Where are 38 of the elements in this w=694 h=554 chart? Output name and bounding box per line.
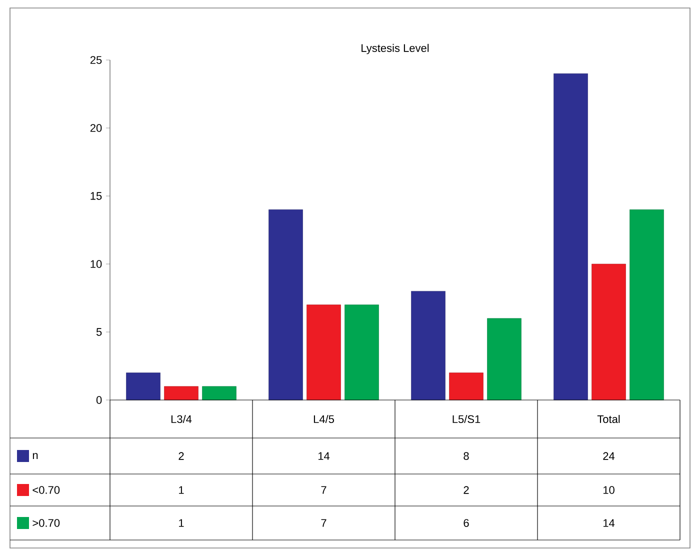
data-label: 10 (603, 486, 614, 494)
data-label: 2 (178, 452, 184, 460)
data-label: 24 (603, 452, 615, 460)
y-tick-label: 20 (90, 124, 102, 132)
legend-label: n (32, 453, 38, 459)
bar (592, 264, 626, 400)
bar (202, 386, 236, 400)
bar (268, 209, 303, 400)
data-label: 1 (179, 486, 184, 494)
y-tick-label: 5 (96, 328, 102, 336)
chart-title: Lystesis Level (362, 44, 429, 54)
y-tick-label: 25 (90, 56, 102, 64)
legend-label: <0.70 (32, 486, 60, 494)
legend-label: >0.70 (32, 519, 60, 527)
data-label: 6 (464, 519, 469, 527)
data-label: 7 (321, 486, 326, 494)
bar (630, 209, 664, 400)
y-tick-label: 0 (96, 396, 102, 404)
bar (126, 372, 160, 400)
data-label: 14 (603, 519, 615, 527)
bar (487, 318, 522, 400)
bar (411, 291, 446, 400)
bar (164, 386, 198, 400)
y-tick-label: 15 (90, 192, 102, 200)
data-label: 8 (464, 452, 469, 460)
data-label: 1 (179, 519, 184, 527)
x-tick-label: L3/4 (171, 414, 192, 424)
bar (449, 372, 484, 400)
y-tick-label: 10 (90, 260, 102, 268)
data-label: 14 (318, 452, 330, 460)
x-tick-label: L5/S1 (452, 414, 480, 424)
x-tick-label: L4/5 (314, 414, 334, 424)
bar (344, 304, 379, 400)
x-tick-label: Total (597, 414, 620, 424)
data-label: 7 (321, 519, 326, 527)
bar (554, 73, 588, 400)
bar (306, 304, 341, 400)
data-label: 2 (464, 486, 469, 494)
